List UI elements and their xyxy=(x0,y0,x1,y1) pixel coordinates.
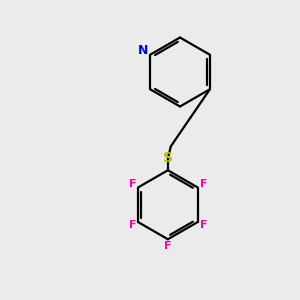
Text: F: F xyxy=(128,179,136,189)
Text: F: F xyxy=(200,179,207,189)
Text: S: S xyxy=(163,151,173,165)
Text: F: F xyxy=(128,220,136,230)
Text: N: N xyxy=(137,44,148,57)
Text: F: F xyxy=(200,220,207,230)
Text: F: F xyxy=(164,241,172,251)
